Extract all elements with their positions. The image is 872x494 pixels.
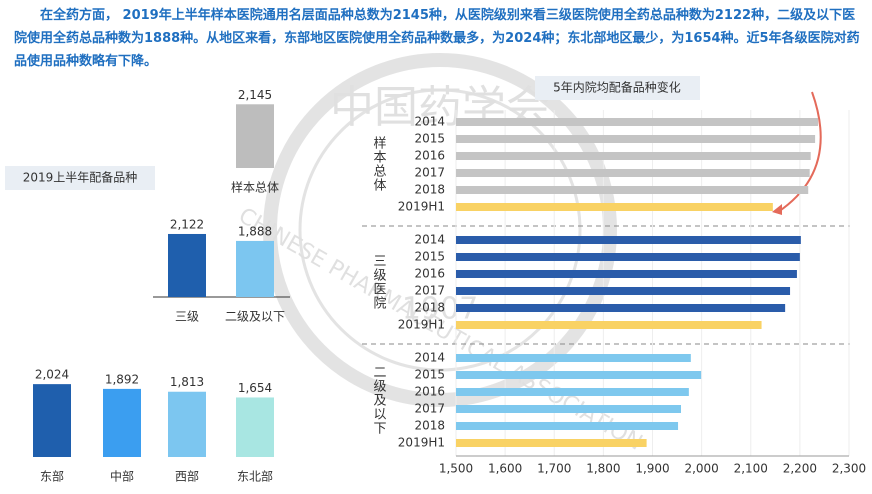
bar: [236, 104, 274, 168]
y-tick-label: 2017: [414, 166, 445, 180]
y-tick-label: 2014: [414, 115, 445, 129]
bar: [456, 135, 816, 143]
bar: [456, 354, 691, 362]
x-tick-label: 1,900: [635, 462, 669, 476]
bar: [456, 304, 786, 312]
y-tick-label: 2019H1: [398, 436, 445, 450]
y-tick-label: 2015: [414, 368, 445, 382]
bar: [456, 270, 797, 278]
x-tick-label: 1,800: [586, 462, 620, 476]
bar: [456, 371, 702, 379]
bar: [456, 186, 809, 194]
y-tick-label: 2016: [414, 385, 445, 399]
x-tick-label: 2,000: [684, 462, 718, 476]
y-tick-label: 2018: [414, 183, 445, 197]
group-label: 三级医院: [371, 254, 387, 310]
y-tick-label: 2015: [414, 132, 445, 146]
bar: [33, 384, 71, 457]
bar: [456, 253, 800, 261]
x-tick-label: 2,200: [783, 462, 817, 476]
bar: [456, 203, 773, 211]
title-box: [535, 76, 700, 100]
x-tick-label: 东北部: [237, 469, 273, 484]
value-label: 2,122: [170, 217, 204, 231]
x-tick-label: 1,600: [488, 462, 522, 476]
group-label: 样本总体: [371, 136, 387, 192]
value-label: 1,654: [238, 381, 272, 395]
summary-text: 在全药方面， 2019年上半年样本医院通用名层面品种总数为2145种，从医院级别…: [14, 8, 860, 69]
bar: [236, 240, 274, 297]
bar: [103, 388, 141, 457]
bar: [456, 287, 791, 295]
x-tick-label: 中部: [110, 469, 134, 484]
value-label: 2,024: [35, 368, 69, 382]
bar: [456, 439, 647, 447]
y-tick-label: 2019H1: [398, 200, 445, 214]
x-tick-label: 东部: [40, 469, 64, 484]
group-label: 二级及以下: [371, 365, 387, 435]
bar: [168, 233, 206, 297]
chart-title: 2019上半年配备品种: [23, 171, 138, 185]
bar: [456, 388, 689, 396]
x-tick-label: 2,100: [734, 462, 768, 476]
y-tick-label: 2014: [414, 351, 445, 365]
y-tick-label: 2017: [414, 402, 445, 416]
value-label: 1,813: [170, 375, 204, 389]
x-tick-label: 西部: [175, 469, 199, 484]
bar: [456, 152, 811, 160]
watermark-ring: [298, 88, 582, 372]
y-tick-label: 2016: [414, 149, 445, 163]
title-box: [5, 166, 155, 190]
bar: [456, 118, 819, 126]
y-tick-label: 2019H1: [398, 318, 445, 332]
y-tick-label: 2015: [414, 250, 445, 264]
bar: [236, 397, 274, 457]
y-tick-label: 2014: [414, 233, 445, 247]
bar: [456, 422, 679, 430]
value-label: 1,888: [238, 224, 272, 238]
x-tick-label: 1,700: [537, 462, 571, 476]
x-tick-label: 1,500: [439, 462, 473, 476]
x-tick-label: 2,300: [832, 462, 866, 476]
y-tick-label: 2016: [414, 267, 445, 281]
x-tick-label: 二级及以下: [225, 310, 285, 324]
x-tick-label: 样本总体: [231, 180, 279, 195]
y-tick-label: 2018: [414, 301, 445, 315]
bar: [456, 321, 762, 329]
arrow-head: [772, 204, 782, 215]
chart-title: 5年内院均配备品种变化: [553, 80, 681, 95]
bar: [456, 405, 681, 413]
x-tick-label: 三级: [175, 310, 199, 324]
arrow: [777, 91, 822, 213]
bar: [168, 391, 206, 457]
watermark-ring: [263, 53, 617, 407]
value-label: 1,892: [105, 372, 139, 386]
bar: [456, 169, 810, 177]
y-tick-label: 2017: [414, 284, 445, 298]
value-label: 2,145: [238, 88, 272, 102]
bar: [456, 236, 801, 244]
y-tick-label: 2018: [414, 419, 445, 433]
